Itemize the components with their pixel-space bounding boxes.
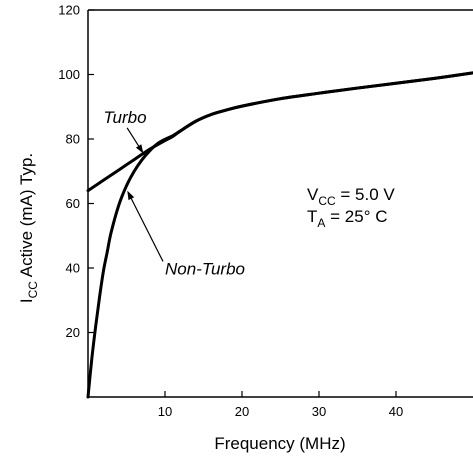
annotation-arrow-non-turbo	[130, 198, 164, 262]
ta-sub: A	[317, 216, 325, 230]
y-tick-label: 20	[66, 325, 80, 340]
vcc-main: V	[307, 185, 319, 204]
y-axis-title-main: I	[17, 298, 36, 303]
conditions: VCC = 5.0 V TA = 25° C	[307, 185, 395, 230]
svg-text:TA = 25° C: TA = 25° C	[307, 207, 388, 230]
annotation-label-non-turbo: Non-Turbo	[165, 259, 245, 278]
annotation-label-turbo: Turbo	[103, 108, 146, 127]
y-tick-label: 40	[66, 261, 80, 276]
annotation-arrowhead-non-turbo	[127, 190, 135, 201]
y-tick-label: 60	[66, 196, 80, 211]
x-axis-title: Frequency (MHz)	[214, 434, 345, 453]
y-tick-label: 80	[66, 132, 80, 147]
x-tick-label: 10	[158, 404, 172, 419]
annotation-arrow-turbo	[126, 127, 140, 147]
series-line-turbo	[86, 71, 473, 193]
y-tick-label: 120	[58, 3, 80, 18]
svg-text:ICC Active (mA) Typ.: ICC Active (mA) Typ.	[17, 153, 40, 303]
x-tick-label: 20	[235, 404, 249, 419]
y-axis-title-sub: CC	[26, 281, 40, 299]
x-tick-label: 40	[389, 404, 403, 419]
series-line-non-turbo	[86, 71, 473, 399]
svg-text:VCC = 5.0 V: VCC = 5.0 V	[307, 185, 395, 208]
ta-main: T	[307, 207, 317, 226]
y-tick-label: 100	[58, 67, 80, 82]
annotation-arrowhead-turbo	[135, 144, 144, 154]
plot-area: 20 40 60 80 100 120 10 20 30 40 Turbo Non-Turbo	[58, 3, 473, 419]
ta-rest: = 25° C	[325, 207, 387, 226]
y-axis-title-rest: Active (mA) Typ.	[17, 153, 36, 281]
vcc-rest: = 5.0 V	[336, 185, 396, 204]
x-tick-label: 30	[312, 404, 326, 419]
y-axis-title: ICC Active (mA) Typ.	[17, 153, 40, 303]
vcc-sub: CC	[318, 194, 336, 208]
